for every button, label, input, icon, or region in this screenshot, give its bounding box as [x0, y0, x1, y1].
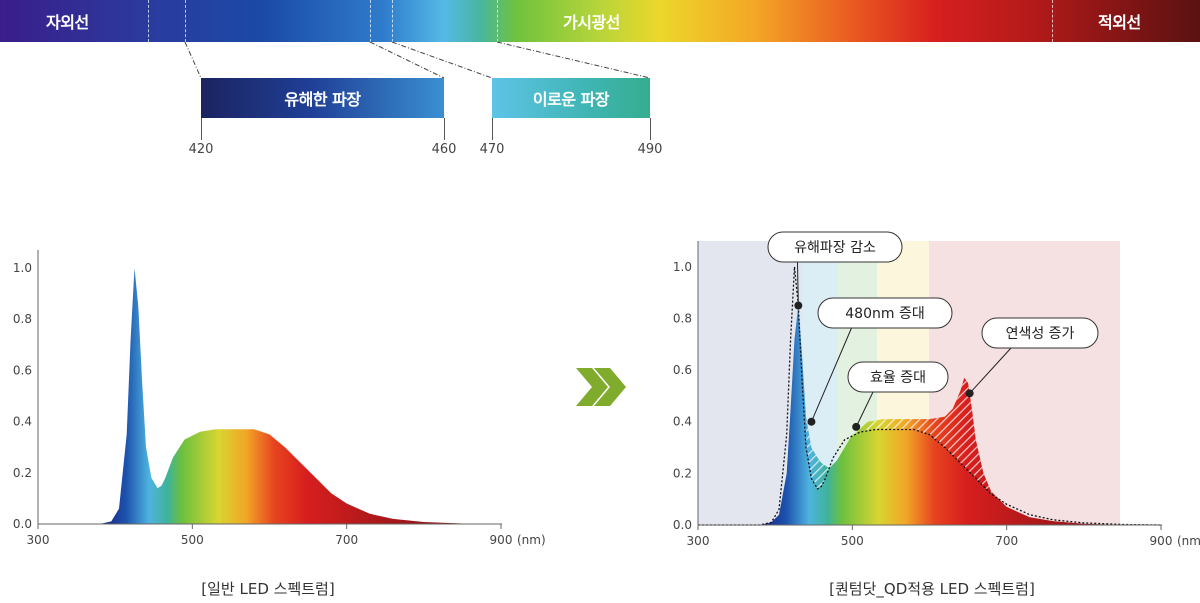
zoom-tick: [201, 118, 202, 140]
annotation-point: [852, 422, 861, 431]
beneficial-wavelength-box: 이로운 파장: [492, 78, 650, 118]
x-tick-label: 700: [335, 533, 358, 547]
annotation-leader-line: [810, 327, 852, 422]
visible-label: 가시광선: [563, 13, 620, 32]
annotation-leader-line: [796, 261, 799, 306]
spectrum-band: [0, 0, 1200, 42]
zoom-tick: [492, 118, 493, 140]
x-tick-label: 500: [181, 533, 204, 547]
annotation-bubble: [981, 317, 1099, 349]
zoom-tick: [650, 118, 651, 140]
annotation-point: [965, 389, 974, 398]
connector-line: [369, 41, 445, 79]
annotation-leader-line: [855, 391, 874, 428]
y-tick-label: 0.6: [13, 363, 32, 377]
band-divider: [1052, 0, 1053, 42]
annotation-point: [794, 301, 803, 310]
annotation-bubble: [847, 361, 949, 393]
band-divider: [497, 0, 498, 42]
y-tick-label: 1.0: [673, 260, 692, 274]
annotation-text: 효율 증대: [870, 370, 926, 386]
y-tick-label: 0.8: [673, 311, 692, 325]
y-tick-label: 1.0: [13, 261, 32, 275]
x-tick-label: 300: [27, 533, 50, 547]
annotation-text: 연색성 증가: [1006, 326, 1075, 342]
beneficial-wavelength-label: 이로운 파장: [532, 90, 610, 109]
annotation-text: 480nm 증대: [845, 306, 924, 322]
qd-led-spectrum-chart: 0.0 0.2 0.4 0.6 0.8 1.0 300 500 700 900 (nm) 유해파…: [673, 231, 1200, 548]
zoom-connectors: [184, 41, 651, 79]
x-tick-label: 900: [490, 533, 513, 547]
x-unit-label: (nm): [1177, 534, 1200, 548]
y-tick-label: 0.0: [13, 517, 32, 531]
y-tick-label: 0.0: [673, 518, 692, 532]
y-tick-label: 0.4: [13, 415, 32, 429]
band-divider: [148, 0, 149, 42]
harmful-wavelength-box: 유해한 파장: [201, 78, 444, 118]
standard-led-caption: [일반 LED 스펙트럼]: [201, 580, 335, 598]
qd-led-caption: [퀀텀닷_QD적용 LED 스펙트럼]: [829, 580, 1035, 598]
standard-led-spectrum-chart: 0.0 0.2 0.4 0.6 0.8 1.0 300 500 700 900 (nm): [13, 250, 546, 547]
y-tick-label: 0.4: [673, 415, 692, 429]
x-tick-label: 300: [687, 534, 710, 548]
beneficial-end-value: 490: [637, 142, 663, 157]
harmful-start-value: 420: [188, 142, 214, 157]
beneficial-start-value: 470: [479, 142, 505, 157]
band-divider: [370, 0, 371, 42]
x-tick-label: 700: [995, 534, 1018, 548]
annotation-bubble: [817, 297, 953, 329]
y-tick-label: 0.8: [13, 312, 32, 326]
connector-line: [391, 41, 493, 79]
annotation-point: [807, 417, 816, 426]
qd-spectrum-area: [698, 305, 1123, 525]
uv-label: 자외선: [46, 13, 89, 32]
harmful-wavelength-label: 유해한 파장: [284, 90, 361, 109]
x-tick-label: 500: [841, 534, 864, 548]
band-divider: [185, 0, 186, 42]
ir-label: 적외선: [1098, 13, 1141, 32]
connector-line: [184, 41, 202, 79]
annotation-bubble: [767, 231, 903, 263]
band-divider: [392, 0, 393, 42]
x-tick-label: 900: [1150, 534, 1173, 548]
connector-line: [496, 41, 651, 79]
y-tick-label: 0.6: [673, 363, 692, 377]
double-chevron-right-icon: [576, 368, 626, 406]
standard-led-reference-curve: [698, 266, 1162, 526]
harmful-end-value: 460: [431, 142, 457, 157]
spectrum-area: [38, 268, 501, 524]
y-tick-label: 0.2: [13, 466, 32, 480]
zoom-tick: [444, 118, 445, 140]
annotation-text: 유해파장 감소: [794, 240, 876, 256]
y-tick-label: 0.2: [673, 466, 692, 480]
x-unit-label: (nm): [517, 533, 546, 547]
annotation-leader-line: [969, 347, 1012, 394]
